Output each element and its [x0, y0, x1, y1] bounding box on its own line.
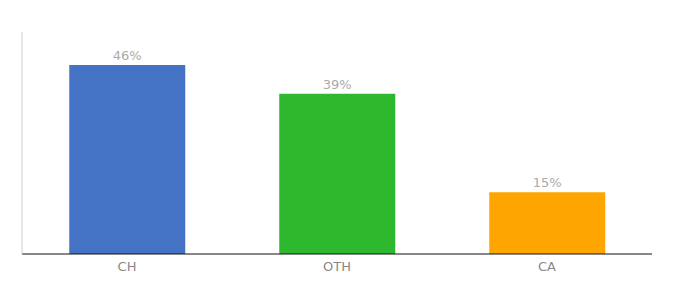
svg-text:15%: 15%	[533, 175, 562, 190]
svg-text:46%: 46%	[113, 48, 142, 63]
svg-text:CH: CH	[118, 259, 137, 274]
svg-text:39%: 39%	[323, 77, 352, 92]
svg-text:CA: CA	[538, 259, 556, 274]
svg-text:OTH: OTH	[323, 259, 351, 274]
